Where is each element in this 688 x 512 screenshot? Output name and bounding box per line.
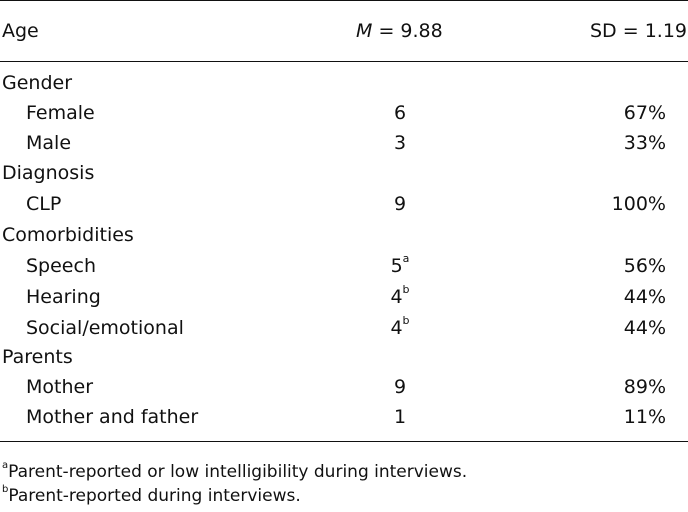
footnote-mark: b: [402, 282, 410, 296]
row-percent: 11%: [623, 406, 666, 428]
section-gender: Gender: [0, 68, 688, 98]
section-label: Parents: [2, 346, 73, 368]
section-label: Comorbidities: [2, 224, 134, 246]
row-percent: 33%: [623, 132, 666, 154]
row-label: Social/emotional: [26, 317, 184, 339]
row-count: 3: [393, 132, 407, 154]
row-label: CLP: [26, 193, 62, 215]
row-label: Speech: [26, 255, 96, 277]
row-count: 1: [393, 406, 407, 428]
table-row: CLP 9 100%: [0, 189, 688, 219]
row-count: 4b: [390, 313, 410, 339]
row-percent: 44%: [623, 317, 666, 339]
footnote-b: bParent-reported during interviews.: [2, 484, 301, 508]
row-label: Mother: [26, 376, 94, 398]
row-percent: 56%: [623, 255, 666, 277]
row-percent: 67%: [623, 102, 666, 124]
table-row: Female 6 67%: [0, 98, 688, 128]
header-age: Age: [2, 20, 39, 42]
footnote-marker: b: [2, 484, 9, 496]
row-label: Male: [26, 132, 72, 154]
row-percent: 44%: [623, 286, 666, 308]
header-mean-value: = 9.88: [372, 20, 443, 42]
footnote-text: Parent-reported during interviews.: [8, 486, 301, 506]
footnote-mark: b: [402, 313, 410, 327]
row-count: 6: [393, 102, 407, 124]
footnote-marker: a: [2, 460, 9, 472]
section-diagnosis: Diagnosis: [0, 158, 688, 188]
row-label: Female: [26, 102, 95, 124]
footnote-a: aParent-reported or low intelligibility …: [2, 460, 467, 484]
header-rule: [0, 61, 688, 62]
header-mean-symbol: M: [356, 20, 373, 42]
row-label: Mother and father: [26, 406, 199, 428]
table-row: Mother 9 89%: [0, 372, 688, 402]
table-row: Social/emotional 4b 44%: [0, 313, 688, 343]
section-comorbidities: Comorbidities: [0, 220, 688, 250]
table-row: Mother and father 1 11%: [0, 402, 688, 432]
header-sd: SD = 1.19: [590, 20, 687, 42]
table-row: Speech 5a 56%: [0, 251, 688, 281]
header-mean: M = 9.88: [356, 16, 443, 46]
row-count: 5a: [390, 251, 410, 277]
row-label: Hearing: [26, 286, 101, 308]
footnote-text: Parent-reported or low intelligibility d…: [8, 462, 468, 482]
footnote-mark: a: [402, 251, 410, 265]
section-parents: Parents: [0, 342, 688, 372]
row-percent: 100%: [611, 193, 666, 215]
table-row: Male 3 33%: [0, 128, 688, 158]
section-label: Diagnosis: [2, 162, 95, 184]
table-row: Hearing 4b 44%: [0, 282, 688, 312]
top-rule: [0, 0, 688, 1]
row-count: 4b: [390, 282, 410, 308]
row-count: 9: [393, 376, 407, 398]
row-count: 9: [393, 193, 407, 215]
row-percent: 89%: [623, 376, 666, 398]
bottom-rule: [0, 441, 688, 442]
header-row: Age M = 9.88 SD = 1.19: [0, 16, 688, 46]
section-label: Gender: [2, 72, 73, 94]
